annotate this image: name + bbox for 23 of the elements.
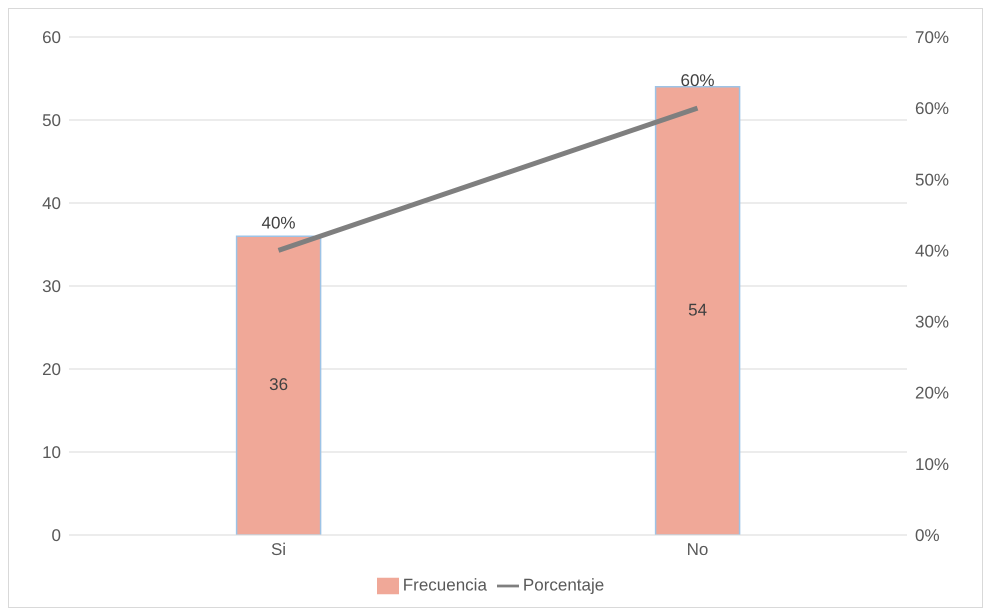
y-tick-label: 10 — [42, 443, 61, 462]
data-label: 36 — [269, 375, 288, 394]
y-tick-label: 50 — [42, 111, 61, 130]
y2-tick-label: 40% — [915, 241, 950, 260]
y2-tick-label: 20% — [915, 384, 950, 403]
legend-label: Porcentaje — [522, 575, 604, 594]
y-tick-label: 30 — [42, 277, 61, 296]
y-tick-label: 40 — [42, 194, 61, 214]
y2-tick-label: 30% — [915, 312, 950, 332]
y2-tick-label: 50% — [915, 170, 950, 190]
y-tick-label: 0 — [52, 526, 61, 546]
x-tick-label: No — [686, 540, 708, 560]
data-label: 54 — [688, 300, 708, 320]
y2-tick-label: 0% — [915, 526, 940, 546]
y-tick-label: 20 — [42, 360, 61, 380]
data-label: 40% — [261, 213, 296, 232]
y2-tick-label: 10% — [915, 454, 950, 474]
x-tick-label: Si — [270, 540, 286, 560]
y2-tick-label: 60% — [915, 99, 950, 118]
data-label: 60% — [680, 71, 715, 90]
y2-tick-label: 70% — [915, 28, 950, 48]
y-tick-label: 60 — [42, 28, 61, 48]
legend-label: Frecuencia — [402, 575, 487, 594]
